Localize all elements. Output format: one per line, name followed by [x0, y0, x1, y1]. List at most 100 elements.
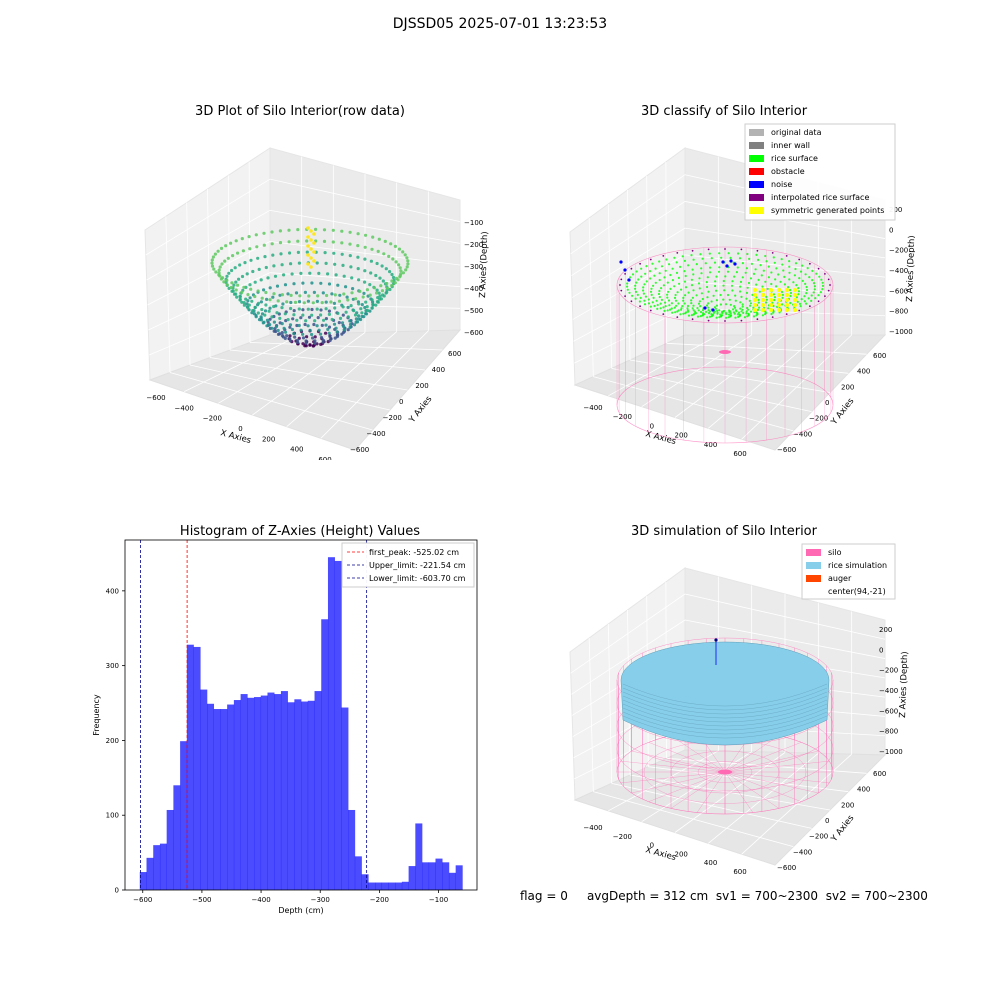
scatter-point	[391, 275, 396, 280]
scatter-point	[356, 232, 360, 236]
scatter-point	[359, 317, 363, 322]
rice-surface-point	[716, 312, 719, 315]
histogram-bar	[146, 857, 154, 890]
scatter-point	[381, 279, 385, 283]
rice-surface-point	[645, 265, 648, 268]
histogram-bar	[428, 862, 436, 890]
rice-surface-point	[653, 304, 656, 308]
scatter-point	[217, 273, 221, 277]
scatter-point	[254, 233, 258, 237]
rice-surface-point	[780, 290, 784, 294]
rice-surface-point	[648, 270, 652, 273]
rice-surface-point	[735, 310, 738, 313]
histogram-bar	[213, 709, 221, 890]
scatter-point	[305, 250, 309, 254]
scatter-point	[390, 272, 394, 277]
scatter-point	[210, 258, 214, 262]
interpolated-point	[676, 316, 679, 318]
rice-surface-point	[772, 256, 775, 259]
scatter-point-high	[306, 226, 310, 230]
rice-surface-point	[714, 280, 717, 283]
scatter-point	[270, 315, 274, 319]
y-tick-label: −200	[809, 833, 828, 841]
rice-surface-point	[739, 280, 743, 283]
rice-surface-point	[686, 307, 689, 310]
scatter-point	[310, 307, 314, 312]
scatter-point	[241, 249, 245, 253]
scatter-point	[259, 278, 263, 282]
scatter-point	[272, 320, 276, 324]
interpolated-point	[620, 278, 623, 281]
scatter-point	[278, 332, 282, 336]
rice-surface-point	[692, 309, 695, 312]
scatter-point	[275, 311, 279, 315]
rice-surface-point	[704, 310, 708, 313]
histogram-bar	[442, 862, 450, 890]
rice-surface-point	[740, 295, 743, 298]
rice-surface-point	[682, 296, 685, 299]
scatter-point	[293, 300, 298, 304]
rice-surface-point	[687, 264, 690, 267]
legend-label: Upper_limit: -221.54 cm	[369, 561, 466, 570]
rice-surface-point	[647, 298, 650, 301]
rice-surface-point	[677, 302, 680, 305]
grid-line	[708, 334, 819, 429]
scatter-point	[297, 300, 302, 304]
symmetric-point	[793, 308, 797, 312]
rice-surface-point	[745, 310, 748, 313]
scatter-point	[404, 268, 408, 272]
y-axis-label: Y Axies	[829, 813, 857, 845]
z-axis-label: Z Axies (Depth)	[905, 235, 915, 302]
rice-surface-point	[738, 257, 742, 260]
scatter-point	[263, 255, 267, 259]
scatter-point	[278, 229, 282, 233]
scatter-point	[365, 305, 369, 309]
silo-floor-ring	[697, 761, 753, 783]
x-tick-label: −600	[146, 394, 165, 402]
scatter-point	[368, 293, 372, 297]
scatter-point	[223, 259, 227, 263]
rice-surface-point	[642, 286, 645, 289]
scatter-point	[304, 341, 308, 345]
histogram-bar	[354, 856, 362, 890]
histogram-bar	[395, 882, 403, 890]
scatter-point	[348, 230, 352, 234]
scatter-point	[230, 268, 234, 273]
y-tick-label: −200	[383, 414, 402, 422]
grid-line	[684, 227, 886, 259]
rice-surface-point	[709, 266, 712, 269]
x-tick-label: −500	[192, 896, 211, 904]
rice-surface-point	[740, 310, 743, 313]
rice-surface-point	[655, 299, 658, 302]
scatter-point	[353, 313, 358, 317]
scatter-point	[317, 328, 321, 332]
rice-surface-point	[725, 316, 728, 319]
scatter-point	[382, 252, 386, 256]
y-tick-label: 400	[857, 786, 870, 794]
grid-line	[627, 189, 631, 361]
scatter-point	[259, 300, 263, 304]
symmetric-point	[769, 308, 773, 312]
rice-surface-point	[682, 299, 685, 302]
rice-surface-point	[695, 263, 698, 266]
symmetric-point	[785, 308, 789, 312]
scatter-point	[327, 282, 332, 286]
rice-surface-point	[792, 281, 795, 284]
rice-surface-point	[663, 276, 666, 279]
symmetric-point	[785, 298, 789, 302]
legend-swatch	[749, 155, 764, 162]
grid-line	[641, 751, 752, 823]
interpolated-point	[707, 319, 710, 322]
grid-line	[608, 334, 719, 397]
interpolated-point	[827, 289, 830, 292]
scatter-point	[248, 283, 252, 287]
scatter-point	[242, 303, 246, 307]
rice-surface-point	[812, 291, 815, 294]
rice-surface-point	[687, 291, 690, 294]
y-tick-label: 400	[857, 368, 870, 376]
scatter-point	[326, 272, 330, 276]
panel1-title: 3D Plot of Silo Interior(row data)	[195, 104, 405, 119]
y-tick-label: 0	[825, 817, 829, 825]
rice-surface-point	[746, 315, 749, 318]
